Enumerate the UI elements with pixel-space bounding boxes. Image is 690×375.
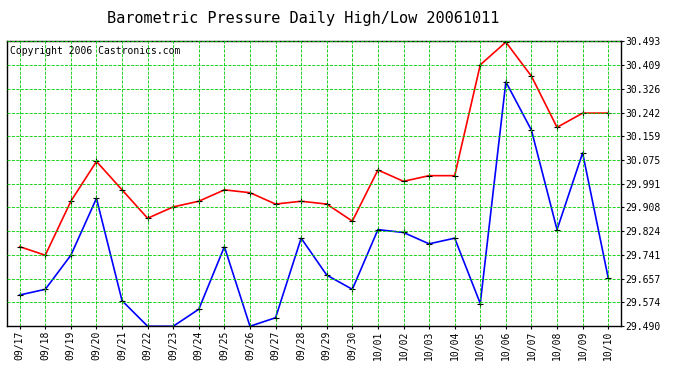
Text: Barometric Pressure Daily High/Low 20061011: Barometric Pressure Daily High/Low 20061…: [108, 11, 500, 26]
Text: Copyright 2006 Castronics.com: Copyright 2006 Castronics.com: [10, 45, 180, 56]
